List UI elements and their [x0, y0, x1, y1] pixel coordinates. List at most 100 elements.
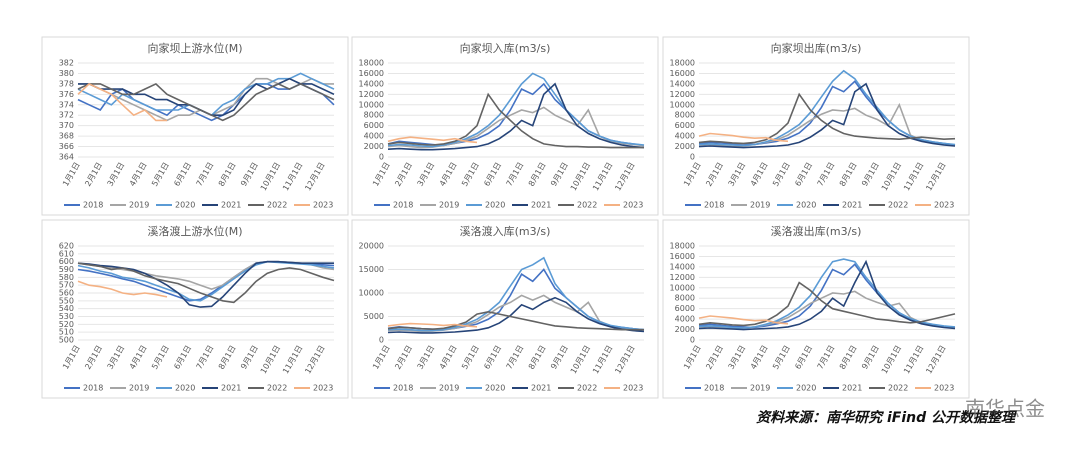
legend-label: 2018 [704, 384, 724, 393]
series-line [77, 262, 335, 304]
y-tick-label: 590 [59, 265, 74, 274]
series-line [387, 322, 478, 328]
y-tick-label: 12000 [359, 90, 384, 99]
y-tick-label: 0 [690, 336, 695, 345]
legend-label: 2018 [393, 201, 413, 210]
panel-border [351, 219, 659, 399]
legend-label: 2019 [750, 201, 770, 210]
legend-label: 2022 [267, 201, 287, 210]
y-tick-label: 378 [59, 79, 74, 88]
series-line [387, 256, 645, 332]
series-line [77, 280, 168, 298]
chart-title: 向家坝出库(m3/s) [771, 41, 862, 55]
y-tick-label: 12000 [670, 273, 695, 282]
chart-title: 向家坝上游水位(M) [147, 41, 242, 55]
y-tick-label: 520 [59, 320, 74, 329]
series-line [387, 72, 645, 148]
y-tick-label: 4000 [675, 315, 695, 324]
y-tick-label: 550 [59, 296, 74, 305]
legend-label: 2020 [796, 384, 816, 393]
legend-label: 2018 [83, 384, 103, 393]
y-tick-label: 14000 [670, 79, 695, 88]
y-tick-label: 18000 [670, 242, 695, 251]
y-tick-label: 2000 [364, 142, 384, 151]
source-note: 资料来源：南华研究 iFind 公开数据整理 [756, 409, 1017, 426]
series-line [698, 315, 789, 325]
y-tick-label: 580 [59, 273, 74, 282]
chart-title: 向家坝入库(m3/s) [460, 41, 551, 55]
legend-label: 2022 [888, 384, 908, 393]
legend-label: 2023 [623, 201, 643, 210]
legend-label: 2018 [393, 384, 413, 393]
y-tick-label: 364 [59, 153, 74, 162]
y-tick-label: 0 [690, 153, 695, 162]
y-tick-label: 6000 [675, 121, 695, 130]
y-tick-label: 570 [59, 281, 74, 290]
y-tick-label: 15000 [359, 265, 384, 274]
y-tick-label: 2000 [675, 325, 695, 334]
legend-label: 2020 [175, 201, 195, 210]
y-tick-label: 610 [59, 249, 74, 258]
legend-label: 2021 [531, 384, 551, 393]
y-tick-label: 6000 [675, 304, 695, 313]
series-line [698, 69, 956, 147]
y-tick-label: 5000 [364, 312, 384, 321]
y-tick-label: 16000 [670, 252, 695, 261]
legend-label: 2019 [750, 384, 770, 393]
y-tick-label: 10000 [359, 100, 384, 109]
y-tick-label: 530 [59, 312, 74, 321]
y-tick-label: 372 [59, 111, 74, 120]
y-tick-label: 16000 [670, 69, 695, 78]
y-tick-label: 8000 [364, 111, 384, 120]
legend-label: 2020 [485, 384, 505, 393]
y-tick-label: 8000 [675, 294, 695, 303]
legend-label: 2021 [221, 384, 241, 393]
y-tick-label: 500 [59, 336, 74, 345]
y-tick-label: 4000 [364, 132, 384, 141]
y-tick-label: 0 [379, 336, 384, 345]
legend-label: 2020 [796, 201, 816, 210]
y-tick-label: 18000 [359, 59, 384, 68]
legend-label: 2023 [934, 201, 954, 210]
series-line [77, 82, 167, 122]
y-tick-label: 382 [59, 59, 74, 68]
series-line [77, 82, 335, 122]
series-line [698, 258, 956, 329]
y-tick-label: 8000 [675, 111, 695, 120]
y-tick-label: 10000 [670, 100, 695, 109]
y-tick-label: 4000 [675, 132, 695, 141]
series-line [387, 136, 478, 144]
y-tick-label: 368 [59, 132, 74, 141]
legend-label: 2022 [267, 384, 287, 393]
series-line [387, 310, 644, 331]
legend-label: 2023 [313, 201, 333, 210]
legend-label: 2021 [531, 201, 551, 210]
legend-label: 2019 [129, 384, 149, 393]
y-tick-label: 14000 [670, 262, 695, 271]
legend-label: 2023 [934, 384, 954, 393]
y-tick-label: 374 [59, 100, 74, 109]
series-line [387, 92, 644, 149]
legend-label: 2019 [129, 201, 149, 210]
legend-label: 2018 [704, 201, 724, 210]
y-tick-label: 380 [59, 69, 74, 78]
legend-label: 2019 [439, 201, 459, 210]
y-tick-label: 14000 [359, 79, 384, 88]
y-tick-label: 620 [59, 242, 74, 251]
series-line [698, 132, 789, 143]
chart-title: 溪洛渡入库(m3/s) [460, 224, 551, 238]
watermark: 南华点金 [965, 397, 1045, 421]
y-tick-label: 366 [59, 142, 74, 151]
y-tick-label: 0 [379, 153, 384, 162]
legend-label: 2021 [842, 201, 862, 210]
y-tick-label: 370 [59, 121, 74, 130]
legend-label: 2023 [313, 384, 333, 393]
series-line [387, 296, 645, 334]
